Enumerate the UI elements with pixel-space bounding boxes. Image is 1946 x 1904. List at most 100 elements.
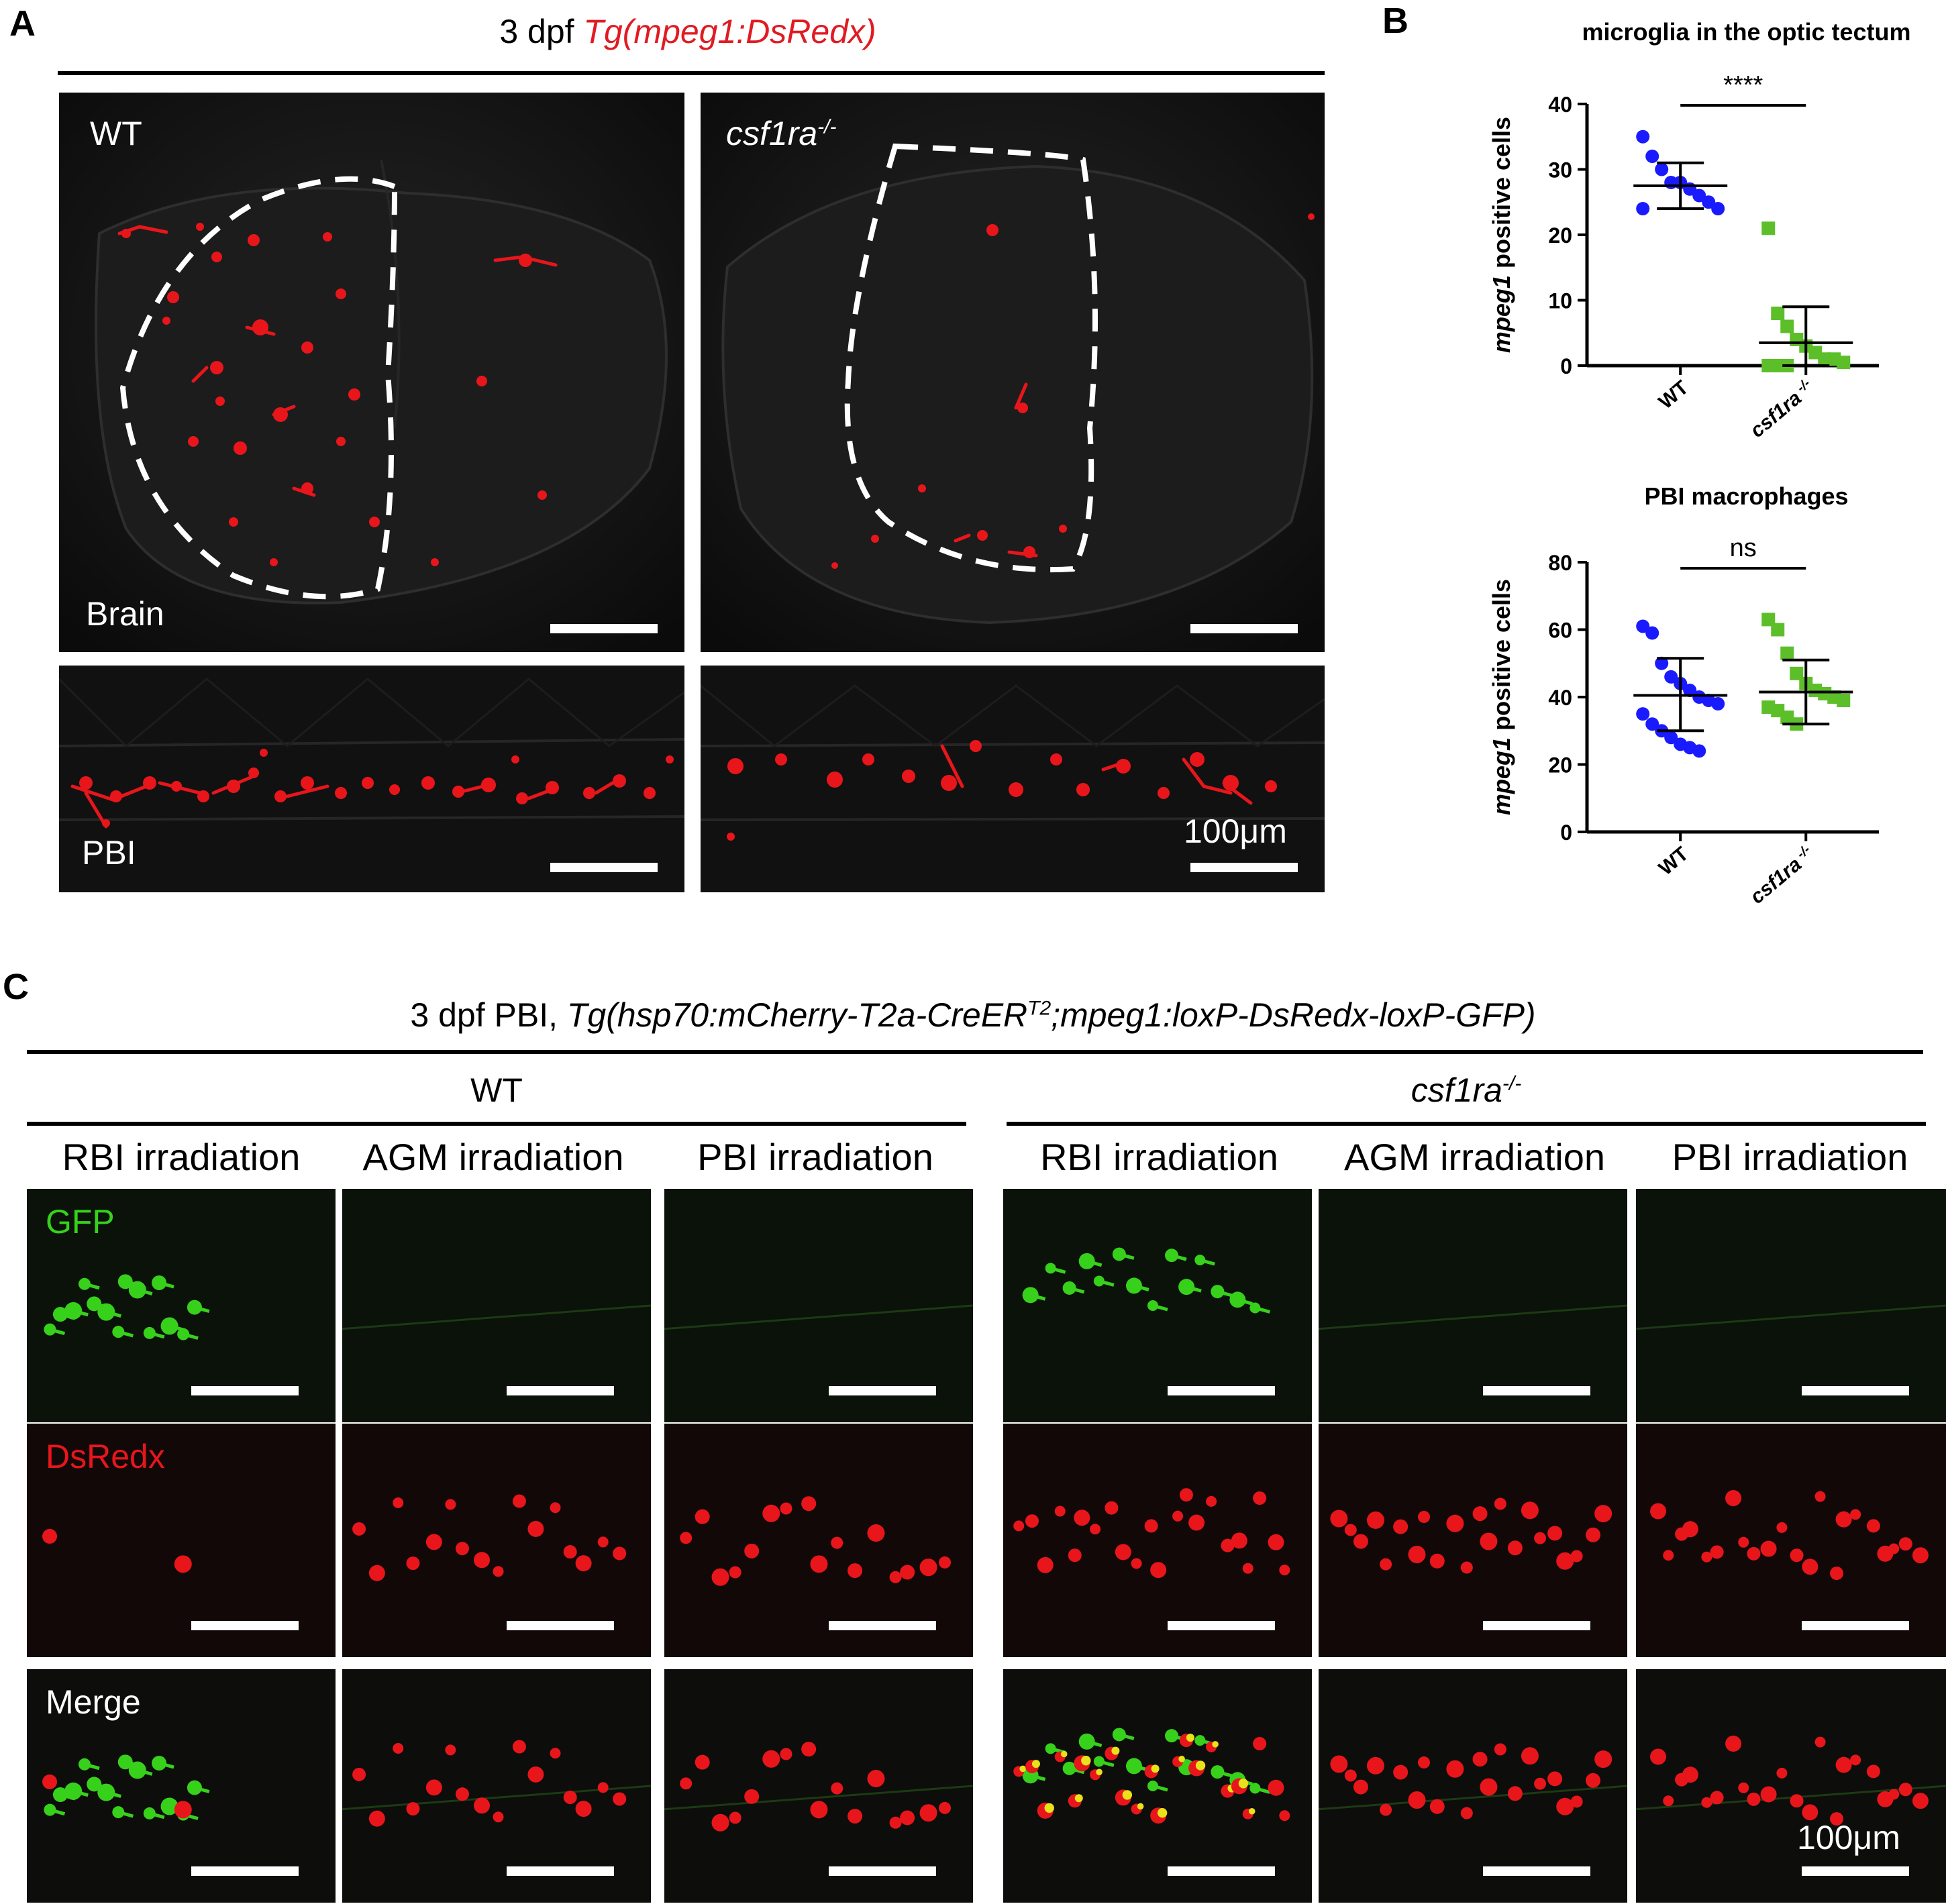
micrograph-merge-col6: 100μm xyxy=(1636,1669,1946,1903)
y-axis-label: mpeg1 positive cells xyxy=(1488,579,1515,815)
pbi-mut-image: 100μm xyxy=(701,666,1325,892)
scale-bar xyxy=(1168,1386,1275,1395)
data-point xyxy=(1636,619,1650,633)
x-tick-label: WT xyxy=(1655,843,1693,880)
micrograph-image xyxy=(1003,1669,1312,1903)
data-point xyxy=(1645,150,1659,163)
y-tick-label: 30 xyxy=(1548,158,1572,182)
data-point xyxy=(1771,623,1785,637)
micrograph-gfp-col3 xyxy=(664,1189,973,1422)
scale-bar xyxy=(507,1621,614,1630)
micrograph-merge-col2 xyxy=(342,1669,651,1903)
scale-bar xyxy=(191,1386,299,1395)
brain-wt-label: WT xyxy=(90,115,142,152)
data-point xyxy=(1761,613,1776,627)
data-point xyxy=(1636,129,1650,144)
micrograph-image xyxy=(1636,1424,1946,1657)
scale-bar xyxy=(507,1386,614,1395)
y-tick-label: 0 xyxy=(1560,354,1572,378)
micrograph-dsredx-col3 xyxy=(664,1424,973,1657)
micrograph-image xyxy=(342,1669,651,1903)
micrograph-image xyxy=(27,1189,336,1422)
panel-b-charts: microglia in the optic tectum mpeg1 posit… xyxy=(1488,18,1911,908)
scale-bar xyxy=(829,1866,936,1876)
channel-label-dsredx: DsRedx xyxy=(46,1438,165,1475)
significance-label: **** xyxy=(1723,71,1763,99)
micrograph-image xyxy=(342,1424,651,1657)
x-tick-label: csf1ra -/- xyxy=(1745,842,1819,908)
micrograph-gfp-col4 xyxy=(1003,1189,1312,1422)
panel-c-title: 3 dpf PBI, Tg(hsp70:mCherry-T2a-CreERT2;… xyxy=(0,996,1946,1035)
data-point xyxy=(1683,683,1697,697)
panel-c-title-prefix: 3 dpf PBI, xyxy=(410,996,567,1034)
micrograph-gfp-col1: GFP xyxy=(27,1189,336,1422)
micrograph-gfp-col6 xyxy=(1636,1189,1946,1422)
scale-bar xyxy=(1168,1621,1275,1630)
x-tick-label: csf1ra -/- xyxy=(1745,376,1819,442)
scale-bar xyxy=(1483,1386,1590,1395)
micrograph-merge-col4 xyxy=(1003,1669,1312,1903)
y-tick-label: 40 xyxy=(1548,686,1572,710)
data-point xyxy=(1711,697,1725,711)
x-tick-label-main: csf1ra xyxy=(1746,387,1806,442)
micrograph-image xyxy=(27,1669,336,1903)
data-point xyxy=(1780,319,1794,333)
micrograph-image xyxy=(1003,1189,1312,1422)
scale-bar xyxy=(829,1621,936,1630)
data-point xyxy=(1636,202,1650,215)
x-tick-label-main: WT xyxy=(1655,376,1693,413)
y-tick-label: 60 xyxy=(1548,619,1572,643)
brain-mut-genotype: csf1ra xyxy=(726,115,818,152)
y-axis-label: mpeg1 positive cells xyxy=(1488,117,1515,353)
y-tick-label: 80 xyxy=(1548,551,1572,575)
pbi-wt-scalebar xyxy=(550,863,658,872)
micrograph-merge-col3 xyxy=(664,1669,973,1903)
scale-bar xyxy=(1802,1621,1909,1630)
x-tick-label-main: WT xyxy=(1655,843,1693,880)
scale-bar xyxy=(191,1866,299,1876)
channel-label-gfp: GFP xyxy=(46,1203,115,1240)
group-wt-label: WT xyxy=(470,1071,523,1109)
pbi-scale-label: 100μm xyxy=(1184,812,1287,850)
micrograph-merge-col1: Merge xyxy=(27,1669,336,1903)
group-mut-rule xyxy=(1007,1122,1926,1126)
pbi-mut-micrograph xyxy=(701,666,1325,892)
scale-bar xyxy=(829,1386,936,1395)
panel-b-letter: B xyxy=(1382,1,1409,41)
brain-mut-label: csf1ra-/- xyxy=(726,114,837,153)
panel-a-title-prefix: 3 dpf xyxy=(499,13,584,50)
panel-a-letter: A xyxy=(9,3,36,44)
micrograph-image xyxy=(1636,1189,1946,1422)
micrograph-dsredx-col5 xyxy=(1319,1424,1627,1657)
micrograph-image xyxy=(1319,1669,1627,1903)
pbi-mut-scalebar xyxy=(1190,863,1298,872)
y-tick-label: 0 xyxy=(1560,821,1572,845)
data-point xyxy=(1780,646,1794,660)
data-point xyxy=(1790,666,1804,680)
data-point xyxy=(1837,694,1851,708)
brain-wt-micrograph xyxy=(59,93,684,652)
data-point xyxy=(1761,221,1776,235)
micrograph-image xyxy=(664,1189,973,1422)
micrograph-dsredx-col6 xyxy=(1636,1424,1946,1657)
micrograph-image xyxy=(342,1189,651,1422)
group-mut-genotype-sup: -/- xyxy=(1502,1072,1522,1095)
panel-a-title-transgene: Tg(mpeg1:DsRedx) xyxy=(583,13,876,50)
micrograph-merge-col5 xyxy=(1319,1669,1627,1903)
micrograph-image xyxy=(1319,1424,1627,1657)
y-axis-label-rest: positive cells xyxy=(1488,117,1515,268)
micrograph-dsredx-col1: DsRedx xyxy=(27,1424,336,1657)
channel-label-merge: Merge xyxy=(46,1683,141,1721)
data-point xyxy=(1771,307,1785,320)
data-point xyxy=(1664,670,1678,684)
data-point xyxy=(1837,356,1851,370)
col-label-wt-agm: AGM irradiation xyxy=(362,1136,624,1178)
pbi-label: PBI xyxy=(82,834,136,871)
pbi-wt-micrograph xyxy=(59,666,684,892)
panel-c-title-transgene-1: Tg(hsp70:mCherry-T2a-CreER xyxy=(566,996,1028,1034)
scale-bar xyxy=(507,1866,614,1876)
col-label-wt-pbi: PBI irradiation xyxy=(697,1136,933,1178)
scale-bar xyxy=(1483,1621,1590,1630)
data-point xyxy=(1702,195,1716,209)
chart-title: microglia in the optic tectum xyxy=(1582,18,1910,46)
